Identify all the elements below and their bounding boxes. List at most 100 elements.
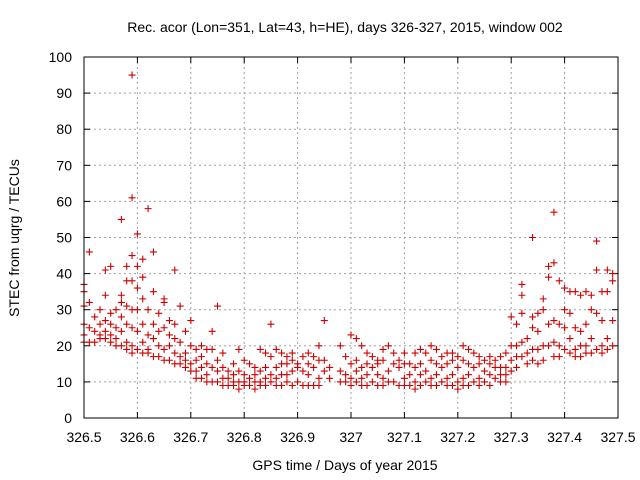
data-point <box>518 338 526 346</box>
data-point <box>561 284 569 292</box>
data-point <box>139 295 147 303</box>
data-point <box>336 342 344 350</box>
data-point <box>107 320 115 328</box>
data-point <box>384 367 392 375</box>
data-point <box>464 360 472 368</box>
data-point <box>85 248 93 256</box>
data-point <box>139 255 147 263</box>
data-point <box>454 363 462 371</box>
data-point <box>534 345 542 353</box>
data-point <box>320 317 328 325</box>
data-point <box>593 237 601 245</box>
data-point <box>523 349 531 357</box>
data-point <box>240 356 248 364</box>
data-point <box>518 353 526 361</box>
data-point <box>427 374 435 382</box>
data-point <box>518 280 526 288</box>
data-point <box>128 342 136 350</box>
data-point <box>176 338 184 346</box>
data-point <box>288 367 296 375</box>
data-point <box>267 371 275 379</box>
data-point <box>587 291 595 299</box>
data-point <box>379 374 387 382</box>
data-point <box>448 349 456 357</box>
data-point <box>561 345 569 353</box>
data-point <box>352 378 360 386</box>
data-point <box>128 252 136 260</box>
x-axis-label: GPS time / Days of year 2015 <box>252 457 437 473</box>
data-point <box>112 335 120 343</box>
data-point <box>443 374 451 382</box>
data-point <box>224 374 232 382</box>
data-point <box>384 342 392 350</box>
x-tick-label: 327.2 <box>440 429 475 445</box>
data-point <box>502 378 510 386</box>
data-point <box>502 371 510 379</box>
data-point <box>262 374 270 382</box>
data-point <box>144 349 152 357</box>
data-point <box>144 331 152 339</box>
data-point <box>101 335 109 343</box>
data-point <box>513 342 521 350</box>
data-point <box>427 342 435 350</box>
data-point <box>128 324 136 332</box>
data-point <box>390 378 398 386</box>
data-point <box>246 374 254 382</box>
data-point <box>251 371 259 379</box>
x-tick-label: 327.3 <box>494 429 529 445</box>
data-point <box>149 248 157 256</box>
data-point <box>208 327 216 335</box>
data-point <box>315 342 323 350</box>
data-point <box>411 363 419 371</box>
data-point <box>101 266 109 274</box>
data-point <box>208 363 216 371</box>
data-point <box>107 309 115 317</box>
x-tick-label: 326.9 <box>280 429 315 445</box>
data-point <box>390 360 398 368</box>
data-point <box>278 382 286 390</box>
data-point <box>197 353 205 361</box>
data-point <box>181 349 189 357</box>
data-point <box>107 338 115 346</box>
data-point <box>187 360 195 368</box>
data-point <box>128 349 136 357</box>
data-point <box>214 356 221 364</box>
data-point <box>139 320 147 328</box>
data-point <box>165 342 173 350</box>
data-point <box>171 320 179 328</box>
data-point <box>518 291 526 299</box>
data-point <box>117 298 125 306</box>
y-tick-label: 30 <box>56 302 72 318</box>
data-point <box>181 356 189 364</box>
data-point <box>230 371 238 379</box>
data-point <box>171 335 179 343</box>
data-point <box>416 345 424 353</box>
data-point <box>507 367 515 375</box>
data-point <box>577 291 585 299</box>
data-point <box>101 291 109 299</box>
data-point <box>288 382 296 390</box>
data-point <box>368 363 376 371</box>
data-point <box>219 349 227 357</box>
data-point <box>481 378 488 386</box>
data-point <box>507 313 515 321</box>
data-point <box>107 331 115 339</box>
data-point <box>582 288 590 296</box>
data-point <box>256 367 264 375</box>
y-tick-label: 50 <box>56 230 72 246</box>
data-point <box>171 349 179 357</box>
data-point <box>587 306 595 314</box>
data-point <box>502 363 510 371</box>
data-point <box>539 295 547 303</box>
x-tick-label: 327.1 <box>387 429 422 445</box>
data-point <box>529 356 537 364</box>
data-point <box>470 349 478 357</box>
data-point <box>379 345 387 353</box>
data-point <box>160 345 168 353</box>
data-point <box>101 327 109 335</box>
data-point <box>112 306 120 314</box>
data-point <box>566 349 574 357</box>
data-point <box>294 363 302 371</box>
data-point <box>181 363 189 371</box>
